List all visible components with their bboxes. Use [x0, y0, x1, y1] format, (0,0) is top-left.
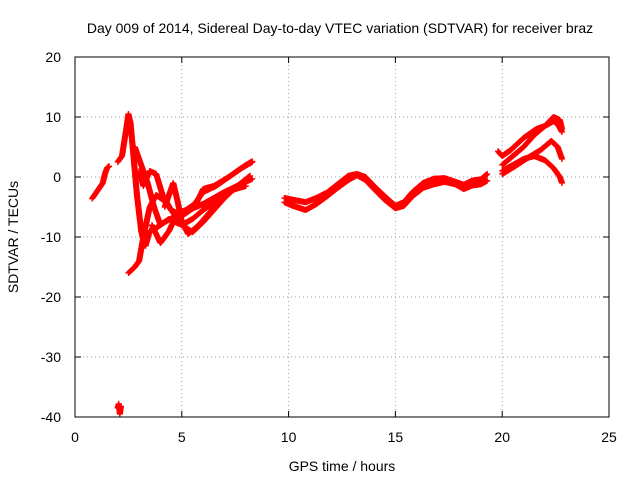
y-tick-label: -30	[41, 349, 61, 365]
data-point-plus	[559, 126, 566, 132]
chart-title: Day 009 of 2014, Sidereal Day-to-day VTE…	[87, 20, 593, 36]
x-tick-label: 5	[178, 429, 186, 445]
axis-ticks: 0 5 10 15 20 25 -40 -30 -20 -10 0 10 20	[41, 49, 617, 445]
data-point-plus	[484, 177, 491, 184]
data-point-plus	[249, 158, 256, 165]
y-tick-label: -40	[41, 409, 61, 425]
data-point-plus	[559, 180, 566, 186]
x-tick-label: 25	[601, 429, 617, 445]
data-point-plus	[242, 183, 249, 189]
y-axis-label: SDTVAR / TECUs	[5, 181, 21, 293]
x-tick-label: 15	[388, 429, 404, 445]
y-tick-label: -20	[41, 289, 61, 305]
x-tick-label: 20	[494, 429, 510, 445]
x-axis-label: GPS time / hours	[289, 458, 396, 474]
data-points	[89, 111, 566, 417]
x-tick-label: 0	[71, 429, 79, 445]
data-point-plus	[117, 403, 124, 410]
y-tick-label: -10	[41, 229, 61, 245]
y-tick-label: 0	[53, 169, 61, 185]
data-point-plus	[247, 172, 254, 179]
data-point-plus	[106, 163, 113, 170]
x-tick-label: 10	[281, 429, 297, 445]
data-point-plus	[559, 156, 566, 162]
data-point-plus	[484, 171, 491, 177]
y-tick-label: 10	[45, 109, 61, 125]
data-point-plus	[221, 192, 228, 198]
y-tick-label: 20	[45, 49, 61, 65]
